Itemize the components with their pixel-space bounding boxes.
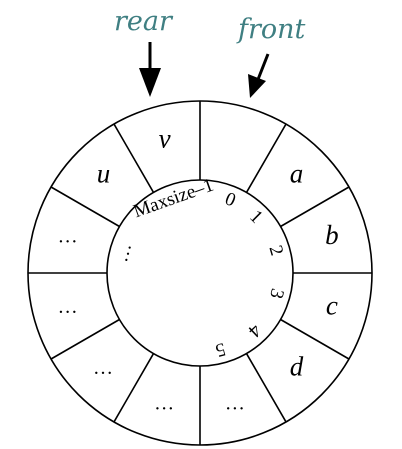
slot-1-content: a	[290, 159, 304, 189]
slot-divider	[50, 318, 120, 360]
slot-4-content: d	[290, 352, 304, 382]
slot-divider	[280, 318, 350, 360]
slot-index-label: 3	[265, 286, 288, 301]
front-pointer-arrowhead	[248, 74, 266, 98]
slot-9-content: …	[58, 225, 79, 247]
slot-index-label: 0	[222, 188, 239, 211]
slot-divider	[50, 186, 120, 228]
slot-3-content: c	[326, 291, 338, 321]
slot-divider	[280, 186, 350, 228]
slot-index-label: …	[111, 241, 136, 265]
slot-divider	[113, 353, 155, 423]
slot-6-content: …	[154, 392, 175, 414]
rear-pointer-label: rear	[114, 6, 174, 37]
slot-index-label: 1	[245, 206, 267, 228]
queue-slots: a b c d … … … … … u v	[58, 123, 339, 414]
slot-index-label: 4	[243, 320, 265, 342]
slot-dividers	[28, 101, 372, 445]
slot-divider	[245, 123, 287, 193]
slot-index-label: Maxsize–1	[131, 175, 217, 223]
front-pointer-label: front	[236, 14, 306, 45]
slot-divider	[245, 353, 287, 423]
slot-divider	[113, 123, 155, 193]
rear-pointer-arrowhead	[139, 68, 161, 97]
front-pointer-arrow	[255, 53, 270, 83]
slot-10-content: u	[97, 159, 111, 189]
slot-index-label: 5	[213, 338, 228, 361]
slot-index-label: 2	[264, 243, 287, 258]
slot-5-content: …	[225, 392, 246, 414]
slot-8-content: …	[58, 296, 79, 318]
slot-2-content: b	[325, 220, 339, 250]
slot-7-content: …	[93, 357, 114, 379]
slot-11-content: v	[159, 123, 171, 153]
